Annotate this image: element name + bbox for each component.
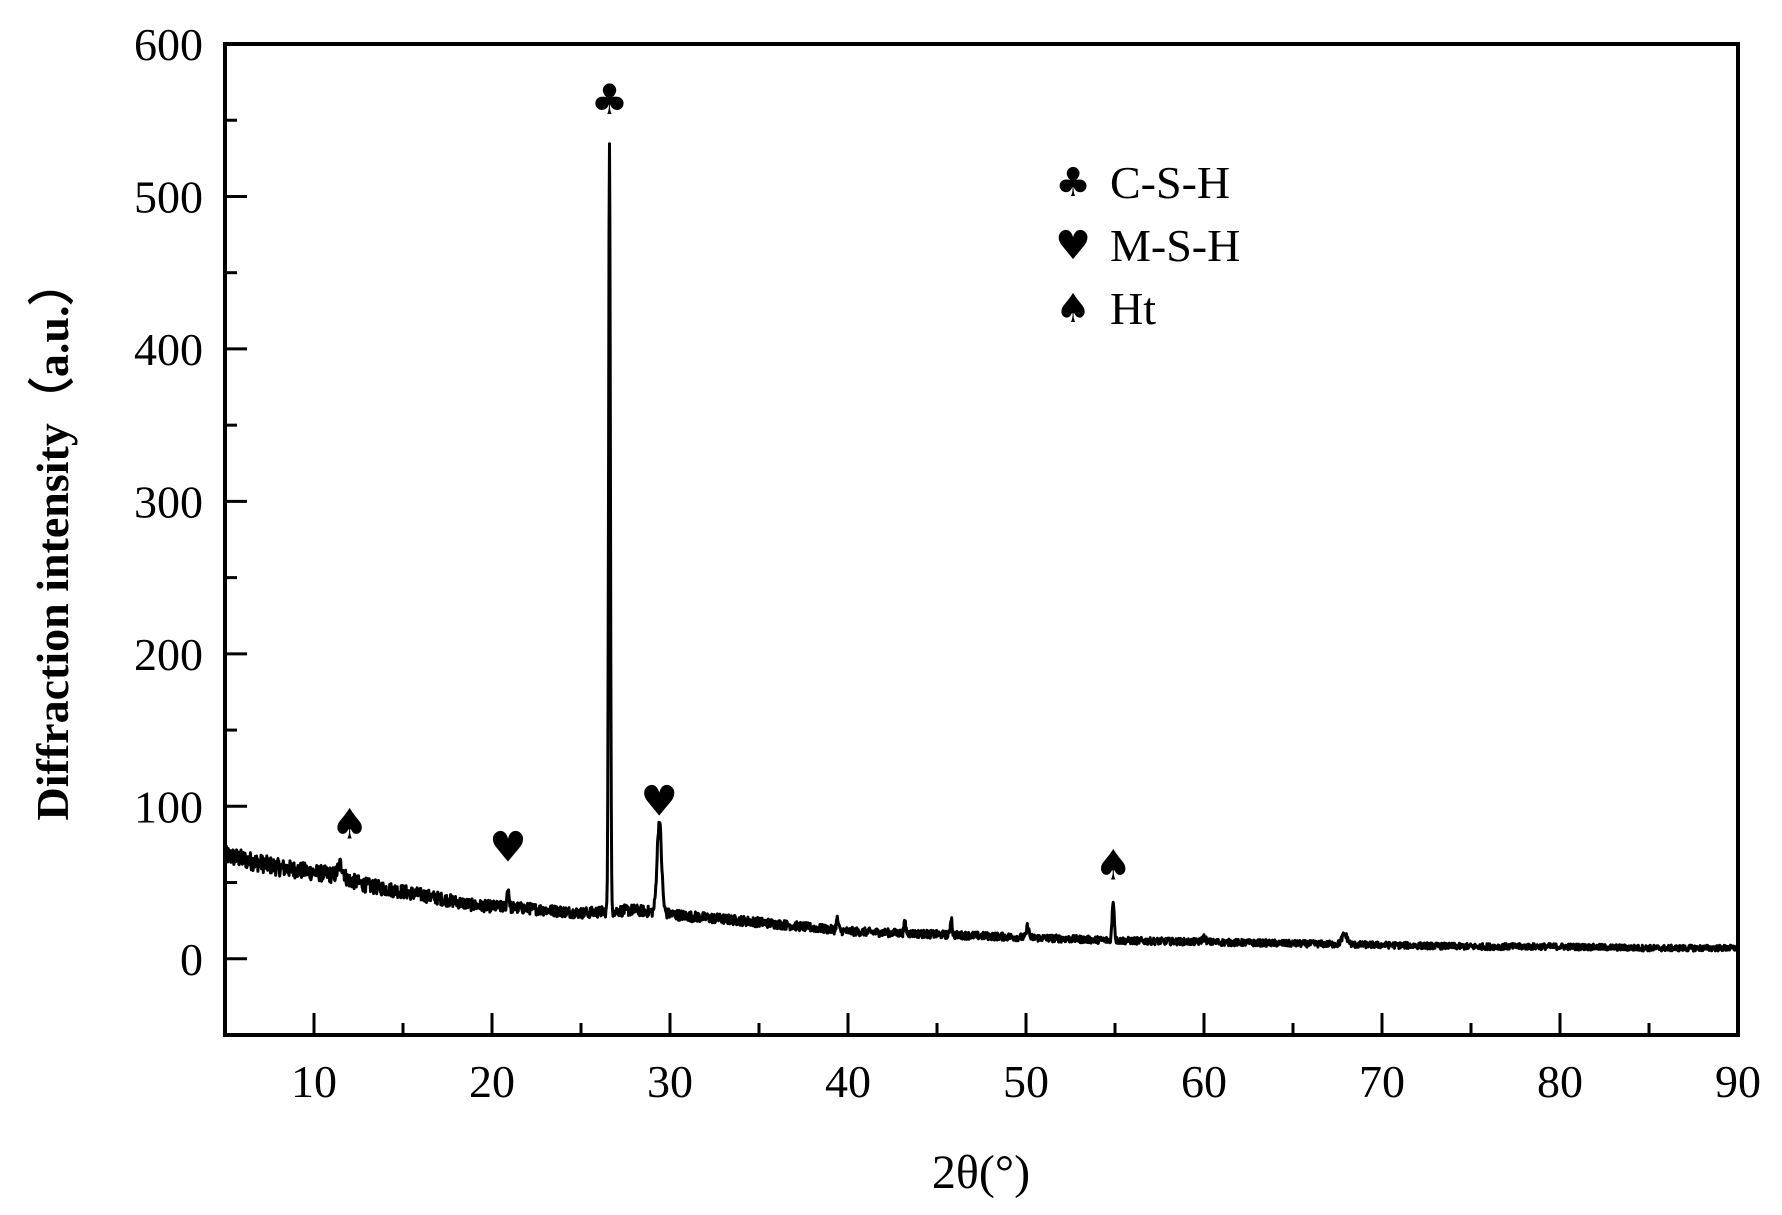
x-tick-label: 90 (1715, 1056, 1761, 1107)
y-tick-label: 0 (180, 934, 203, 985)
legend-spade-icon: ♠ (1055, 286, 1091, 332)
y-tick-label: 200 (134, 629, 203, 680)
axis-ticks (225, 118, 1651, 1035)
x-tick-label: 70 (1359, 1056, 1405, 1107)
x-axis-title: 2θ(°) (932, 1146, 1030, 1199)
x-tick-label: 10 (291, 1056, 337, 1107)
legend-club-icon: ♣ (1055, 160, 1091, 206)
club-marker-icon: ♣ (591, 75, 629, 124)
x-tick-label: 50 (1003, 1056, 1049, 1107)
y-tick-label: 600 (134, 19, 203, 70)
x-tick-label: 30 (647, 1056, 693, 1107)
legend-label: C-S-H (1110, 157, 1230, 208)
legend-label: Ht (1110, 283, 1156, 334)
y-tick-label: 400 (134, 324, 203, 375)
y-tick-label: 500 (134, 171, 203, 222)
legend-heart-icon: ♥ (1055, 223, 1091, 269)
spade-marker-icon: ♠ (1094, 841, 1132, 890)
legend: ♣ C-S-H ♥ M-S-H ♠ Ht (1055, 157, 1240, 334)
y-tick-label: 300 (134, 476, 203, 527)
y-axis-title: Diffraction intensity（a.u.） (27, 260, 78, 821)
x-tick-label: 80 (1537, 1056, 1583, 1107)
x-tick-label: 60 (1181, 1056, 1227, 1107)
axis-tick-labels: 10 20 30 40 50 60 70 80 90 0 100 200 300 400 500 600 (134, 19, 1761, 1107)
y-tick-label: 100 (134, 781, 203, 832)
x-tick-label: 40 (825, 1056, 871, 1107)
phase-annotations: ♠ ♥ ♣ ♥ ♠ (331, 75, 1132, 889)
heart-marker-icon: ♥ (489, 822, 527, 871)
heart-marker-icon: ♥ (640, 777, 678, 826)
spade-marker-icon: ♠ (331, 799, 369, 848)
legend-label: M-S-H (1110, 220, 1240, 271)
diffraction-series-line (223, 142, 1740, 953)
x-tick-label: 20 (469, 1056, 515, 1107)
plot-frame (223, 42, 1740, 1037)
